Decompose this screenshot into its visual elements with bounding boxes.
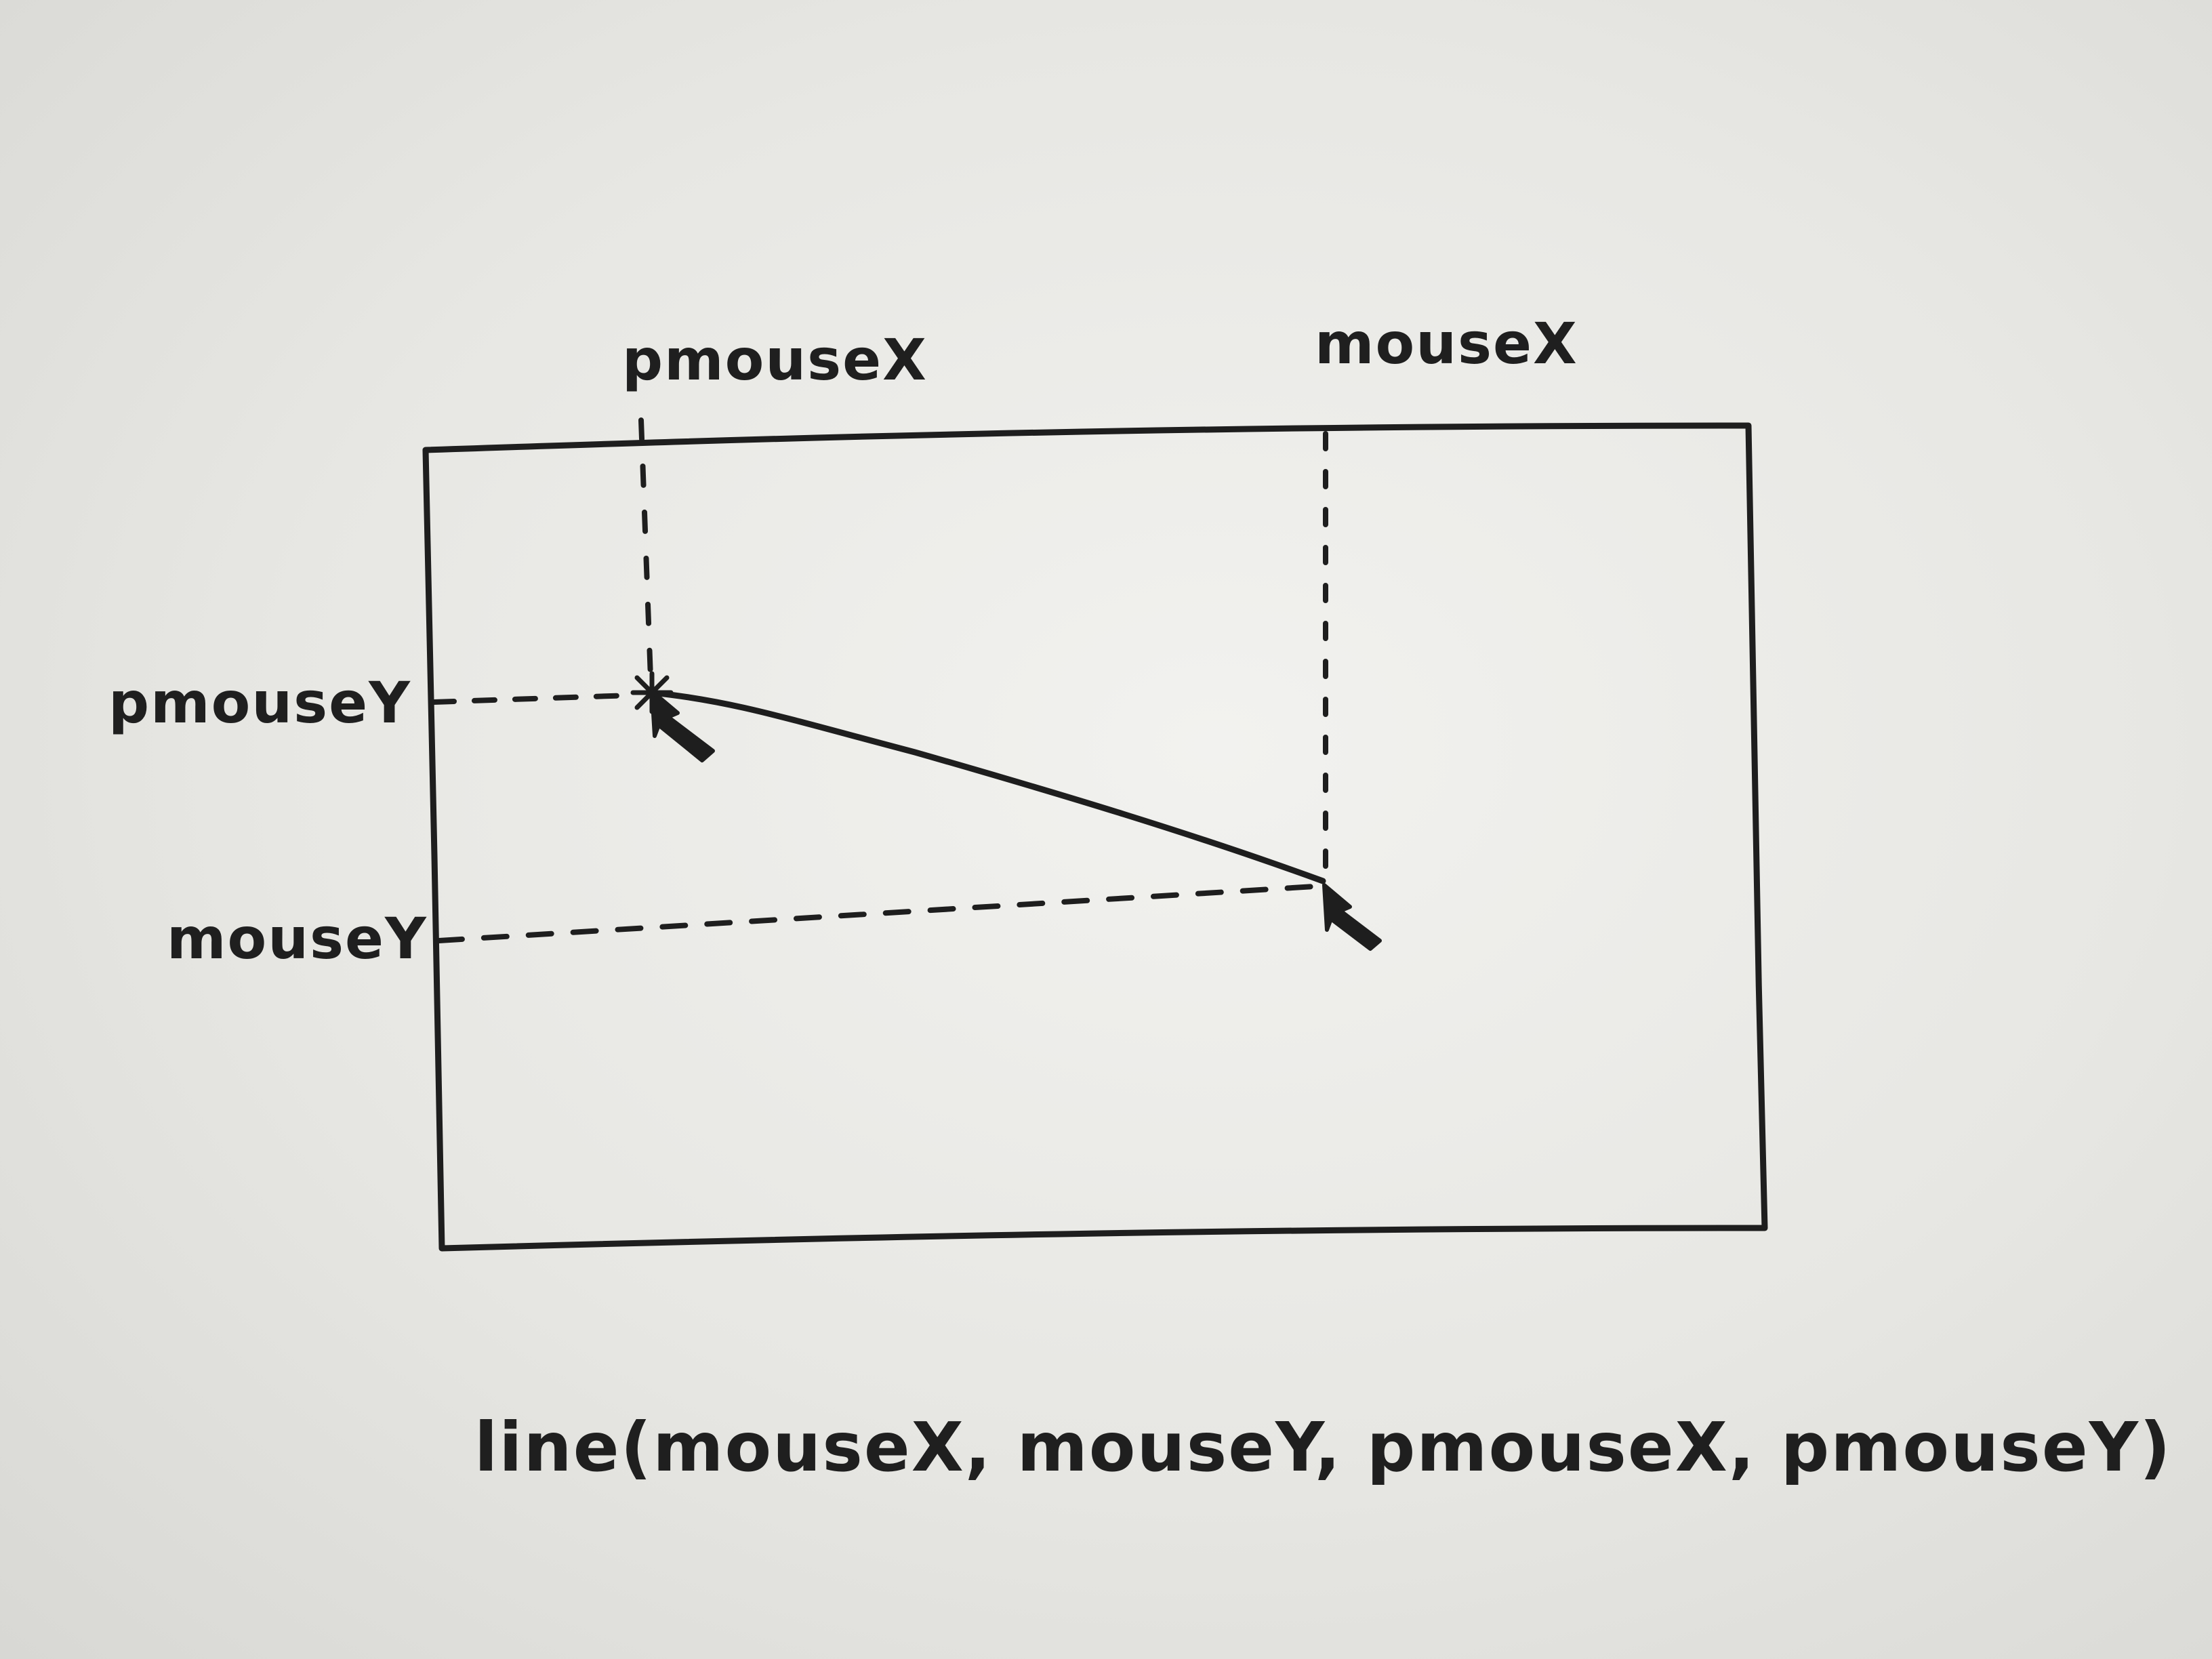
mousey-guide-line xyxy=(436,884,1317,943)
drawn-line xyxy=(649,689,1326,884)
mousey-label: mouseY xyxy=(167,905,428,972)
pmousey-guide-line xyxy=(431,693,633,705)
mousex-label: mouseX xyxy=(1315,310,1578,377)
pmousey-label: pmouseY xyxy=(108,670,411,736)
sketch-window-frame xyxy=(422,422,1768,1252)
arrow-cursor-icon xyxy=(650,689,715,762)
arrow-cursor-icon xyxy=(1322,883,1382,951)
pmousex-label: pmouseX xyxy=(622,327,928,393)
code-caption: line(mouseX, mouseY, pmouseX, pmouseY) xyxy=(474,1408,2172,1487)
pmousex-guide-line xyxy=(638,417,653,680)
